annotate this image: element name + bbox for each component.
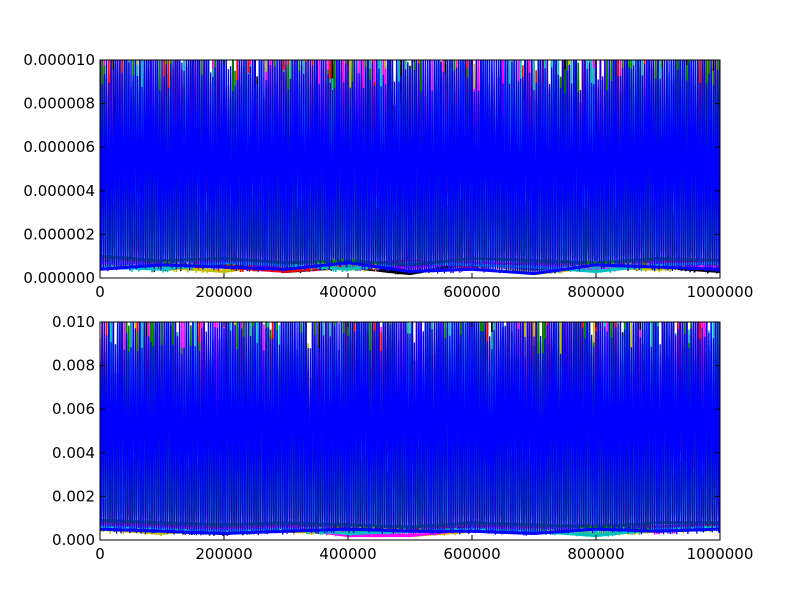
x-tick-label: 800000 — [567, 545, 624, 563]
y-tick-label: 0.000010 — [23, 51, 95, 69]
x-tick-label: 1000000 — [687, 545, 754, 563]
series-line — [100, 322, 720, 536]
x-tick-label: 200000 — [195, 283, 252, 301]
y-tick-label: 0.000002 — [23, 225, 95, 243]
y-tick-label: 0.000004 — [23, 182, 95, 200]
axes-frame — [99, 59, 721, 279]
subplot-top: 0 200000 400000 600000 800000 1000000 0.000000… — [23, 51, 754, 301]
y-tick-label: 0.000 — [52, 531, 95, 549]
plot-area — [100, 60, 720, 276]
x-tick-label: 200000 — [195, 545, 252, 563]
subplot-bottom: 0 200000 400000 600000 800000 1000000 0.000 0.0… — [52, 313, 754, 563]
y-tick-label: 0.000000 — [23, 269, 95, 287]
axes-frame — [99, 321, 721, 541]
series-baseline — [100, 527, 720, 536]
x-tick-label: 1000000 — [687, 283, 754, 301]
x-tick-label: 0 — [95, 283, 105, 301]
x-tick-label: 400000 — [319, 545, 376, 563]
y-tick-label: 0.006 — [52, 400, 95, 418]
series-line — [100, 60, 720, 276]
y-tick-label: 0.008 — [52, 357, 95, 375]
y-tick-label: 0.002 — [52, 487, 95, 505]
x-tick-label: 400000 — [319, 283, 376, 301]
plot-area — [100, 322, 720, 538]
y-tick-label: 0.000008 — [23, 95, 95, 113]
x-tick-label: 600000 — [443, 545, 500, 563]
x-tick-label: 600000 — [443, 283, 500, 301]
series-baseline — [100, 261, 720, 276]
y-tick-label: 0.004 — [52, 444, 95, 462]
x-tick-label: 800000 — [567, 283, 624, 301]
y-tick-label: 0.010 — [52, 313, 95, 331]
x-tick-label: 0 — [95, 545, 105, 563]
y-tick-label: 0.000006 — [23, 138, 95, 156]
